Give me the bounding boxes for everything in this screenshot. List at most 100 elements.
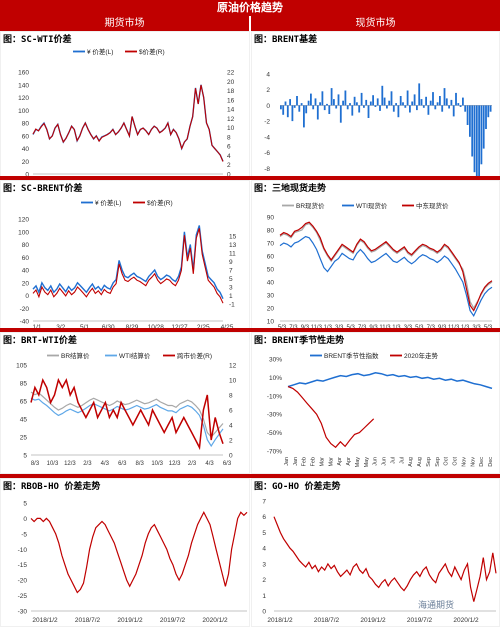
x-tick-label: 8/3 xyxy=(31,461,40,467)
y-tick-label: 2 xyxy=(229,438,233,445)
basis-bar xyxy=(328,105,331,114)
legend-label: 中东现货价 xyxy=(416,201,449,210)
y-tick-label: 100 xyxy=(18,229,29,236)
series-line xyxy=(30,377,224,451)
basis-bar xyxy=(429,100,432,106)
basis-bar xyxy=(471,105,474,157)
basis-bar xyxy=(296,96,298,106)
x-tick-label: Jan xyxy=(284,457,290,466)
y-tick-label: 6 xyxy=(262,514,266,521)
basis-bar xyxy=(445,98,448,106)
y-tick-label: -40 xyxy=(20,319,30,326)
x-tick-label: Oct xyxy=(444,457,450,466)
y-tick-label: -6 xyxy=(264,150,270,157)
y-tick-label: 40 xyxy=(22,268,30,275)
basis-bar xyxy=(369,101,372,106)
x-tick-label: 10/3 xyxy=(47,461,59,467)
basis-bar xyxy=(432,92,434,106)
basis-bar xyxy=(314,98,317,106)
x-tick-label: 6/3 xyxy=(118,461,127,467)
y-tick-label: -8 xyxy=(264,166,270,173)
y-tick-label: -50% xyxy=(267,430,282,437)
y-tick-label: 80 xyxy=(22,242,30,249)
basis-bar xyxy=(489,105,492,112)
basis-bar xyxy=(390,91,393,106)
x-tick-label: 2020/1/2 xyxy=(453,617,479,624)
series-line xyxy=(279,222,493,310)
y-tick-label: -15 xyxy=(18,562,28,569)
x-tick-label: Mar xyxy=(328,457,334,467)
basis-bar xyxy=(353,96,356,106)
y-tick-label: 160 xyxy=(18,70,29,77)
sc-brent-chart: ¥ 价差(L) $价差(R) -40 -20 0 20 40 60 80 100 120 -1 13 57… xyxy=(18,198,236,331)
x-tick-label: 12/3 xyxy=(169,461,181,467)
x-tick-label: 2018/1/2 xyxy=(32,617,58,624)
basis-bar xyxy=(443,88,446,106)
panel-title: 图：SC-BRENT价差 xyxy=(3,184,83,194)
series-line xyxy=(287,386,375,449)
panel-title: 图：SC-WTI价差 xyxy=(3,35,72,45)
brent-basis-chart: 420-2-4-6-8-105/37/39/311/31/33/35/37/39… xyxy=(261,72,493,182)
y-tick-label: 5 xyxy=(23,501,27,508)
legend-label: ¥ 价差(L) xyxy=(95,198,121,207)
y-tick-label: 90 xyxy=(267,215,275,222)
panel-title: 图：GO-HO 价差走势 xyxy=(254,482,341,492)
y-tick-label: 10 xyxy=(227,125,235,132)
series-line xyxy=(273,516,497,602)
sc-wti-chart: ¥ 价差(L) $价差(R) 0 20 40 60 80 100 120 140 160 0 2 4 6 8 1… xyxy=(18,47,235,182)
y-tick-label: 8 xyxy=(227,134,231,141)
y-tick-label: 20 xyxy=(227,79,235,86)
legend-label: 2020年走势 xyxy=(404,351,438,360)
basis-bar xyxy=(457,103,460,106)
x-tick-label: 3/2 xyxy=(56,324,65,331)
y-tick-label: 11 xyxy=(229,251,236,258)
basis-bar xyxy=(466,105,469,125)
spot-header: 现货市场 xyxy=(251,16,500,31)
basis-bar xyxy=(303,105,305,128)
x-tick-label: Nov xyxy=(470,457,476,467)
series-line xyxy=(30,397,224,448)
watermark-text: 海通期货 xyxy=(418,601,455,611)
panel-sc-wti: 图：SC-WTI价差 ¥ 价差(L) $价差(R) 0 20 40 60 80 100 120 1… xyxy=(0,31,250,182)
basis-bar xyxy=(330,88,333,106)
y-tick-label: -70% xyxy=(267,449,282,456)
y-tick-label: 0 xyxy=(25,172,29,179)
x-tick-label: 10/28 xyxy=(148,324,165,331)
x-tick-label: 2019/7/2 xyxy=(160,617,186,624)
x-tick-label: Jun xyxy=(382,457,388,466)
basis-bar xyxy=(436,102,439,106)
y-tick-label: 85 xyxy=(20,381,28,388)
brent-season-chart: BRENT季节性指数 2020年走势30%10%-10%-30%-50%-70%J… xyxy=(267,351,494,467)
basis-bar xyxy=(399,96,402,106)
x-tick-label: 4/3 xyxy=(205,461,214,467)
y-tick-label: 7 xyxy=(262,499,266,506)
y-tick-label: 20 xyxy=(22,159,30,166)
basis-bar xyxy=(323,105,326,111)
basis-bar xyxy=(374,105,377,107)
y-tick-label: 14 xyxy=(227,107,235,114)
basis-bar xyxy=(475,105,478,182)
y-tick-label: 4 xyxy=(266,72,270,79)
rbob-ho-chart: 5 0 -5 -10 -15 -20 -25 -30 2018/1/2 2018/7/2 2019/… xyxy=(18,501,248,624)
panel-title: 图：RBOB-HO 价差走势 xyxy=(3,482,101,492)
y-tick-label: 105 xyxy=(16,363,27,370)
basis-bar xyxy=(289,99,291,106)
basis-bar xyxy=(434,105,437,110)
y-tick-label: -30% xyxy=(267,412,282,419)
basis-bar xyxy=(286,105,289,118)
y-tick-label: 45 xyxy=(20,417,28,424)
legend-label: ¥ 价差(L) xyxy=(87,47,113,56)
basis-bar xyxy=(413,94,416,106)
x-tick-label: Jun xyxy=(373,457,379,466)
basis-bar xyxy=(284,101,287,106)
y-tick-label: 40 xyxy=(267,280,275,287)
futures-header: 期货市场 xyxy=(0,16,249,31)
series-line xyxy=(279,221,493,312)
x-tick-label: 1/1 xyxy=(32,324,41,331)
legend-label: BR现货价 xyxy=(296,201,325,210)
x-tick-label: Jan xyxy=(293,457,299,466)
y-tick-label: 40 xyxy=(22,146,30,153)
y-tick-label: -10 xyxy=(18,547,28,554)
basis-bar xyxy=(406,90,409,106)
panel-title: 图：BRENT季节性走势 xyxy=(254,336,345,346)
